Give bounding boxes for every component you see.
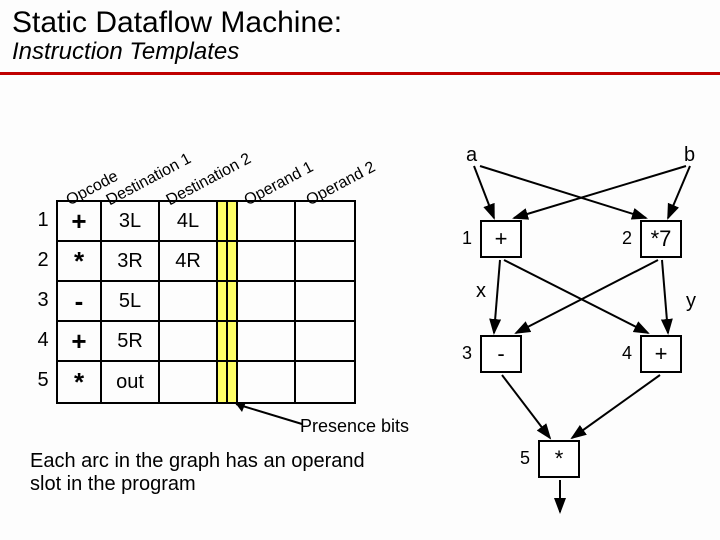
- graph-node: *7: [640, 220, 682, 258]
- input-a: a: [466, 144, 477, 167]
- operand1-cell: [238, 362, 296, 402]
- presence-bit-2: [228, 202, 238, 242]
- graph-node: +: [640, 335, 682, 373]
- dest1-cell: out: [102, 362, 160, 402]
- dest2-cell: [160, 362, 218, 402]
- graph-node: +: [480, 220, 522, 258]
- graph-node-num: 1: [462, 228, 472, 249]
- dest1-cell: 3L: [102, 202, 160, 242]
- dest2-cell: 4L: [160, 202, 218, 242]
- table-row: *3R4R: [58, 242, 354, 282]
- input-b: b: [684, 144, 695, 167]
- dest2-cell: [160, 282, 218, 322]
- presence-bit-1: [218, 202, 228, 242]
- presence-bit-2: [228, 362, 238, 402]
- op-cell: -: [58, 282, 102, 322]
- op-cell: +: [58, 202, 102, 242]
- op-cell: *: [58, 362, 102, 402]
- presence-bit-1: [218, 282, 228, 322]
- operand2-cell: [296, 282, 354, 322]
- presence-bit-2: [228, 282, 238, 322]
- presence-bit-1: [218, 242, 228, 282]
- presence-bits-label: Presence bits: [300, 416, 409, 437]
- row-number: 3: [30, 280, 56, 320]
- graph-node: *: [538, 440, 580, 478]
- presence-bit-1: [218, 362, 228, 402]
- page-subtitle: Instruction Templates: [12, 38, 708, 66]
- graph-node-num: 3: [462, 343, 472, 364]
- graph-node-num: 5: [520, 448, 530, 469]
- row-number: 2: [30, 240, 56, 280]
- operand1-cell: [238, 282, 296, 322]
- operand1-cell: [238, 202, 296, 242]
- operand1-cell: [238, 242, 296, 282]
- row-number: 4: [30, 320, 56, 360]
- operand2-cell: [296, 362, 354, 402]
- dest1-cell: 5R: [102, 322, 160, 362]
- row-number: 5: [30, 360, 56, 400]
- instruction-table: 12345 +3L4L*3R4R-5L+5R*out: [30, 200, 356, 404]
- operand2-cell: [296, 202, 354, 242]
- row-number: 1: [30, 200, 56, 240]
- presence-bit-2: [228, 322, 238, 362]
- page-title: Static Dataflow Machine:: [12, 6, 708, 40]
- dest1-cell: 3R: [102, 242, 160, 282]
- dest2-cell: 4R: [160, 242, 218, 282]
- callout-arrow: [228, 400, 308, 430]
- dataflow-graph: a b x y +1 *7 2 -3 +4 * 5: [440, 140, 710, 520]
- dest2-cell: [160, 322, 218, 362]
- graph-node-num: 4: [622, 343, 632, 364]
- presence-bit-1: [218, 322, 228, 362]
- op-cell: *: [58, 242, 102, 282]
- operand2-cell: [296, 242, 354, 282]
- operand1-cell: [238, 322, 296, 362]
- mid-x: x: [476, 280, 486, 303]
- op-cell: +: [58, 322, 102, 362]
- table-row: *out: [58, 362, 354, 402]
- table-row: -5L: [58, 282, 354, 322]
- operand2-cell: [296, 322, 354, 362]
- table-row: +3L4L: [58, 202, 354, 242]
- table-row: +5R: [58, 322, 354, 362]
- mid-y: y: [686, 290, 696, 313]
- presence-bit-2: [228, 242, 238, 282]
- graph-node-num: 2: [622, 228, 632, 249]
- dest1-cell: 5L: [102, 282, 160, 322]
- graph-node: -: [480, 335, 522, 373]
- bottom-note: Each arc in the graph has an operand slo…: [30, 450, 390, 496]
- title-rule: [0, 72, 720, 75]
